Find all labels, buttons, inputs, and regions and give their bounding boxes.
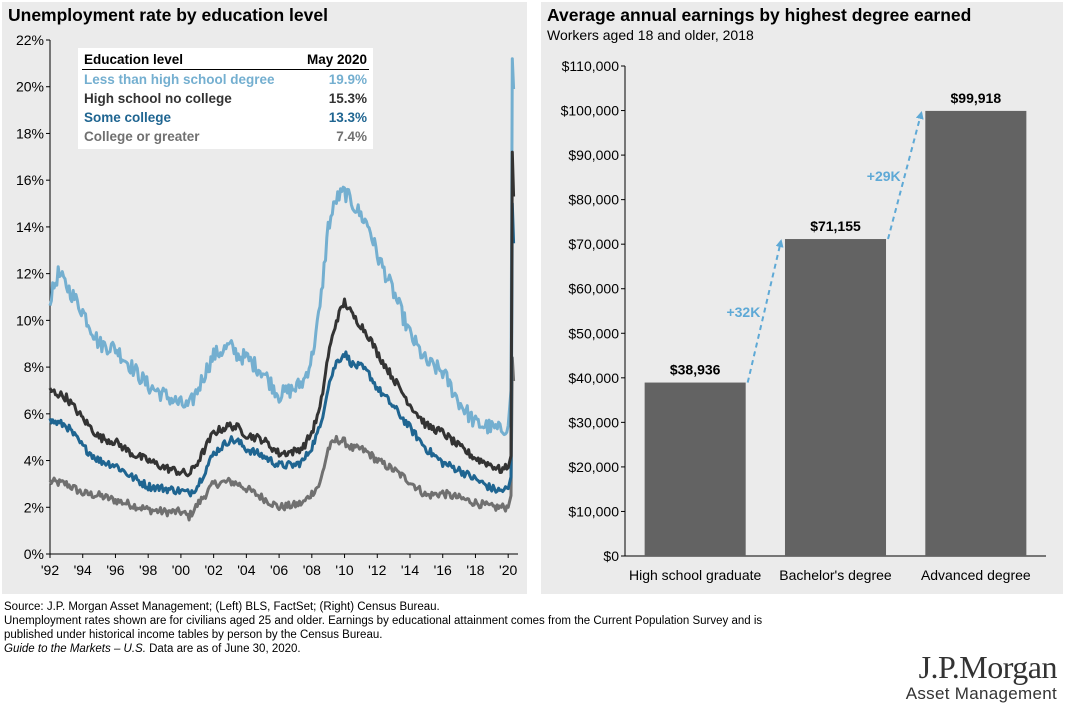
jpmorgan-logo: J.P.Morgan Asset Management	[905, 649, 1058, 704]
y-tick-label: 2%	[24, 499, 44, 515]
x-tick-label: '04	[237, 562, 255, 578]
logo-brand: J.P.Morgan	[918, 649, 1058, 685]
x-tick-label: '94	[74, 562, 92, 578]
methodology-note-2: published under historical income tables…	[4, 629, 383, 641]
bar	[644, 382, 746, 556]
methodology-note-1: Unemployment rates shown are for civilia…	[4, 615, 763, 627]
unemployment-line-chart: 0% 2% 4% 6% 8% 10% 12% 14% 16% 18% 20% 22% '92 '94 '96…	[16, 32, 518, 578]
y-tick-label: 6%	[24, 406, 44, 422]
series-line	[48, 356, 516, 522]
x-tick-label: '20	[499, 562, 517, 578]
series-line	[48, 202, 516, 498]
y-tick-label: $70,000	[568, 236, 619, 252]
y-tick-label: $50,000	[568, 325, 619, 341]
legend-value: 15.3%	[328, 91, 367, 106]
x-tick-label: '12	[368, 562, 386, 578]
y-tick-label: $30,000	[568, 414, 619, 430]
logo-subtitle: Asset Management	[905, 684, 1057, 703]
legend-value: 13.3%	[328, 110, 367, 125]
x-tick-label: '98	[139, 562, 157, 578]
x-tick-label: '06	[270, 562, 288, 578]
bar-value-label: $99,918	[951, 90, 1002, 106]
legend-label: High school no college	[84, 91, 232, 106]
growth-label: +29K	[867, 168, 901, 184]
y-tick-label: $20,000	[568, 459, 619, 475]
y-tick-label: 12%	[16, 266, 44, 282]
category-label: Advanced degree	[921, 567, 1031, 583]
x-tick-label: '92	[41, 562, 59, 578]
y-tick-label: 18%	[16, 125, 44, 141]
legend-row: College or greater 7.4%	[82, 127, 369, 146]
x-tick-label: '14	[401, 562, 419, 578]
legend-label: Less than high school degree	[84, 72, 275, 87]
legend-header-label: Education level	[82, 51, 298, 70]
bar-value-label: $71,155	[810, 218, 861, 234]
y-tick-label: $0	[603, 548, 619, 564]
y-tick-label: 0%	[24, 546, 44, 562]
series-line	[48, 150, 516, 478]
y-tick-label: $10,000	[568, 503, 619, 519]
left-chart-panel: Unemployment rate by education level 0% 2…	[2, 2, 527, 594]
right-chart-title: Average annual earnings by highest degre…	[547, 5, 972, 25]
source-note: Source: J.P. Morgan Asset Management; (L…	[4, 601, 440, 613]
earnings-bar-chart: $0 $10,000 $20,000 $30,000 $40,000 $50,000 $60…	[561, 58, 1046, 583]
guide-date: Data are as of June 30, 2020.	[145, 643, 301, 655]
y-tick-label: 14%	[16, 219, 44, 235]
x-tick-label: '02	[205, 562, 223, 578]
left-chart-title: Unemployment rate by education level	[8, 5, 328, 25]
x-tick-label: '16	[434, 562, 452, 578]
x-tick-label: '96	[106, 562, 124, 578]
legend-table: Education level May 2020 Less than high …	[78, 48, 373, 149]
footnotes: Source: J.P. Morgan Asset Management; (L…	[4, 600, 904, 656]
x-tick-label: '18	[466, 562, 484, 578]
legend-header-value: May 2020	[297, 51, 369, 70]
x-tick-label: '08	[303, 562, 321, 578]
y-tick-label: 20%	[16, 79, 44, 95]
right-chart-panel: Average annual earnings by highest degre…	[541, 2, 1063, 594]
y-tick-label: 4%	[24, 453, 44, 469]
y-tick-label: 16%	[16, 172, 44, 188]
growth-arrow	[887, 110, 924, 240]
y-tick-label: $80,000	[568, 192, 619, 208]
bar	[784, 239, 887, 557]
y-tick-label: $100,000	[561, 103, 620, 119]
category-label: High school graduate	[629, 567, 762, 583]
series-line	[48, 57, 516, 437]
legend-row: Some college 13.3%	[82, 108, 369, 127]
bar-value-label: $38,936	[670, 362, 721, 378]
x-tick-label: '00	[172, 562, 190, 578]
y-tick-label: $110,000	[562, 58, 620, 74]
growth-arrow	[746, 239, 784, 383]
legend-value: 7.4%	[336, 129, 367, 144]
growth-label: +32K	[726, 304, 760, 320]
legend-row: Less than high school degree 19.9%	[82, 70, 369, 90]
y-tick-label: $90,000	[568, 147, 619, 163]
y-tick-label: 10%	[16, 312, 44, 328]
legend-row: High school no college 15.3%	[82, 89, 369, 108]
x-tick-label: '10	[335, 562, 353, 578]
guide-title: Guide to the Markets – U.S.	[4, 643, 146, 655]
y-tick-label: 22%	[16, 32, 44, 48]
legend-label: College or greater	[84, 129, 200, 144]
legend-value: 19.9%	[328, 72, 367, 87]
bar	[925, 110, 1027, 556]
y-tick-label: $60,000	[568, 281, 619, 297]
y-tick-label: $40,000	[568, 370, 619, 386]
guide-note: Guide to the Markets – U.S. Data are as …	[4, 642, 904, 656]
right-chart-subtitle: Workers aged 18 and older, 2018	[547, 27, 754, 43]
y-tick-label: 8%	[24, 359, 44, 375]
category-label: Bachelor's degree	[779, 567, 892, 583]
legend-label: Some college	[84, 110, 172, 125]
